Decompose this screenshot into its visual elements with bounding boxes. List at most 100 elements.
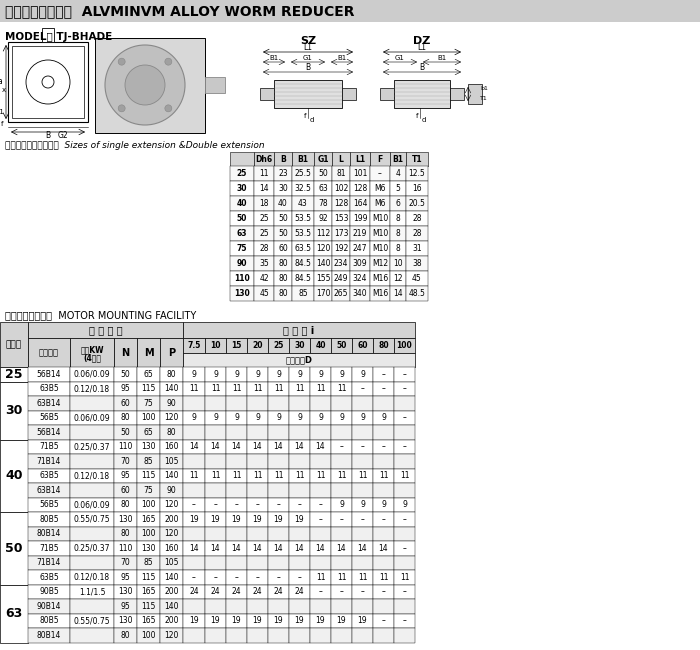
Bar	[268, 628, 289, 642]
Bar	[254, 226, 274, 241]
Bar	[314, 181, 332, 196]
Bar	[331, 570, 352, 584]
Bar	[352, 526, 373, 541]
Text: 80B5: 80B5	[39, 616, 59, 625]
Text: –: –	[360, 515, 365, 524]
Bar	[114, 556, 137, 570]
Text: 25.5: 25.5	[295, 169, 312, 178]
Bar	[28, 411, 70, 425]
Text: 11: 11	[337, 471, 346, 480]
Bar	[310, 483, 331, 497]
Bar	[28, 382, 70, 396]
Text: 219: 219	[353, 229, 368, 238]
Text: 75: 75	[237, 244, 247, 253]
Text: MODEL： TJ-BHADE: MODEL： TJ-BHADE	[5, 32, 112, 42]
Text: –: –	[402, 587, 407, 596]
Bar	[183, 322, 415, 338]
Text: 165: 165	[141, 616, 155, 625]
Bar	[268, 338, 289, 353]
Bar	[183, 367, 205, 382]
Bar	[289, 556, 310, 570]
Text: B1: B1	[438, 55, 447, 61]
Bar	[137, 338, 160, 367]
Text: 53.5: 53.5	[295, 214, 312, 223]
Bar	[394, 454, 415, 469]
Text: 40: 40	[278, 199, 288, 208]
Text: 14: 14	[259, 184, 269, 193]
Text: 128: 128	[353, 184, 367, 193]
Text: L: L	[339, 155, 344, 164]
Bar	[230, 256, 254, 271]
Text: 25: 25	[259, 214, 269, 223]
Text: 24: 24	[253, 587, 262, 596]
Bar	[310, 382, 331, 396]
Bar	[226, 526, 247, 541]
Bar	[205, 454, 226, 469]
Bar	[450, 88, 464, 100]
Bar	[289, 512, 310, 527]
Bar	[160, 526, 183, 541]
Text: 14: 14	[337, 544, 346, 552]
Bar	[114, 439, 137, 454]
Bar	[350, 271, 370, 286]
Text: 45: 45	[259, 289, 269, 298]
Bar	[394, 599, 415, 614]
Bar	[350, 181, 370, 196]
Text: 4: 4	[395, 169, 400, 178]
Bar	[268, 439, 289, 454]
Text: 0.06/0.09: 0.06/0.09	[74, 370, 111, 379]
Circle shape	[42, 76, 54, 88]
Text: 71B5: 71B5	[39, 544, 59, 552]
Bar	[289, 396, 310, 411]
Text: 14: 14	[274, 544, 284, 552]
Text: a: a	[0, 77, 2, 86]
Text: 6: 6	[395, 199, 400, 208]
Bar	[160, 367, 183, 382]
Bar	[137, 483, 160, 497]
Bar	[183, 512, 205, 527]
Text: 50: 50	[120, 428, 130, 437]
Bar	[332, 241, 350, 256]
Bar	[114, 367, 137, 382]
Text: 160: 160	[164, 544, 178, 552]
Bar	[230, 226, 254, 241]
Text: P: P	[168, 348, 175, 358]
Text: 63B5: 63B5	[39, 471, 59, 480]
Text: 11: 11	[232, 471, 242, 480]
Text: 115: 115	[141, 471, 155, 480]
Text: 130: 130	[118, 515, 133, 524]
Bar	[160, 483, 183, 497]
Text: –: –	[360, 442, 365, 451]
Text: 10: 10	[393, 259, 402, 268]
Bar	[70, 483, 114, 497]
Text: 71B14: 71B14	[37, 457, 61, 466]
Text: B: B	[280, 155, 286, 164]
Bar	[268, 556, 289, 570]
Text: 24: 24	[295, 587, 304, 596]
Bar	[247, 570, 268, 584]
Text: 5: 5	[395, 184, 400, 193]
Bar	[331, 469, 352, 483]
Bar	[331, 425, 352, 439]
Bar	[268, 541, 289, 556]
Text: M: M	[144, 348, 153, 358]
Bar	[314, 271, 332, 286]
Bar	[331, 599, 352, 614]
Text: –: –	[360, 384, 365, 393]
Text: 100: 100	[141, 413, 155, 423]
Text: 11: 11	[379, 573, 389, 582]
Bar	[28, 584, 70, 599]
Text: –: –	[276, 500, 281, 509]
Bar	[268, 526, 289, 541]
Circle shape	[125, 65, 165, 105]
Text: –: –	[234, 500, 239, 509]
Bar	[28, 570, 70, 584]
Text: 199: 199	[353, 214, 368, 223]
Bar	[289, 411, 310, 425]
Text: –: –	[378, 169, 382, 178]
Bar	[42, 28, 54, 42]
Text: (4極）: (4極）	[83, 353, 101, 362]
Bar	[137, 497, 160, 512]
Text: 95: 95	[120, 471, 130, 480]
Bar	[394, 382, 415, 396]
